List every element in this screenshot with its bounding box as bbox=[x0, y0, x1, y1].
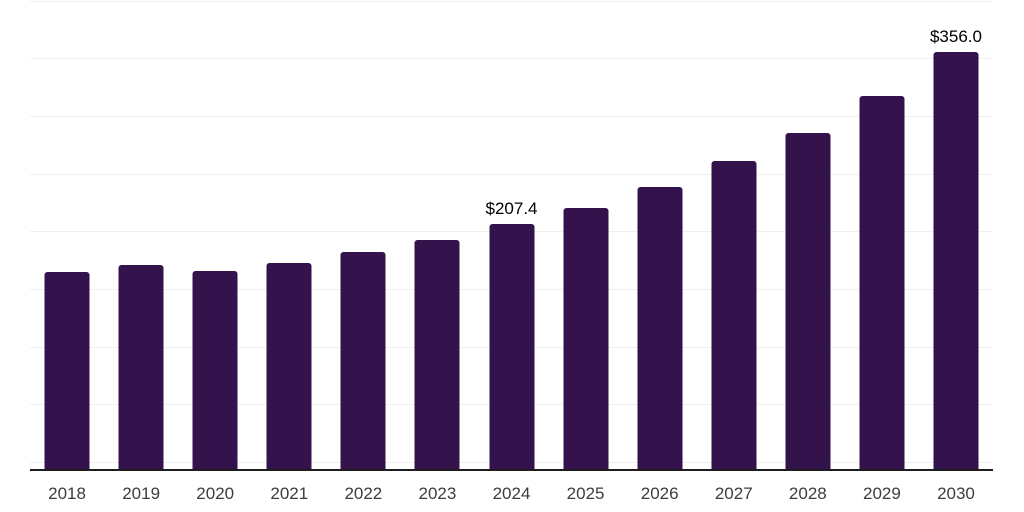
x-tick-2018: 2018 bbox=[48, 484, 86, 503]
bar-2030[interactable] bbox=[933, 52, 979, 469]
bar-slot-2024: $207.4 bbox=[474, 0, 548, 469]
bar-slot-2019 bbox=[104, 0, 178, 469]
bar-2021[interactable] bbox=[266, 262, 312, 469]
bar-slot-2030: $356.0 bbox=[919, 0, 993, 469]
x-tick-2026: 2026 bbox=[640, 484, 679, 503]
x-tick-2021: 2021 bbox=[270, 484, 309, 503]
x-tick-2020: 2020 bbox=[196, 484, 235, 503]
x-tick-2024: 2024 bbox=[492, 484, 531, 503]
bar-slot-2025 bbox=[549, 0, 623, 469]
data-label-2024: $207.4 bbox=[485, 198, 538, 218]
bar-slot-2021 bbox=[252, 0, 326, 469]
bar-2019[interactable] bbox=[118, 265, 164, 469]
data-label-2030: $356.0 bbox=[929, 27, 982, 47]
bar-2025[interactable] bbox=[563, 208, 609, 469]
bar-2024[interactable] bbox=[489, 223, 534, 469]
bar-2027[interactable] bbox=[711, 161, 757, 469]
x-tick-2029: 2029 bbox=[862, 484, 901, 503]
bar-2022[interactable] bbox=[340, 252, 386, 469]
x-tick-2030: 2030 bbox=[937, 484, 975, 503]
bar-2023[interactable] bbox=[414, 239, 460, 469]
bar-2020[interactable] bbox=[192, 271, 238, 469]
bar-2029[interactable] bbox=[859, 96, 905, 469]
bar-slot-2029 bbox=[845, 0, 919, 469]
bar-slot-2020 bbox=[178, 0, 252, 469]
x-tick-2019: 2019 bbox=[122, 484, 161, 503]
x-tick-2022: 2022 bbox=[344, 484, 383, 503]
bar-slot-2028 bbox=[771, 0, 845, 469]
x-axis-labels: 2018 2019 2020 2021 2022 2023 2024 2025 2026 2027… bbox=[30, 477, 993, 510]
bars-row: $207.4 $356.0 bbox=[30, 0, 993, 469]
x-tick-2028: 2028 bbox=[788, 484, 827, 503]
bar-2026[interactable] bbox=[637, 186, 683, 469]
bar-slot-2027 bbox=[697, 0, 771, 469]
x-tick-2023: 2023 bbox=[418, 484, 457, 503]
bar-slot-2026 bbox=[623, 0, 697, 469]
bar-slot-2018 bbox=[30, 0, 104, 469]
x-tick-2025: 2025 bbox=[566, 484, 605, 503]
x-tick-2027: 2027 bbox=[714, 484, 753, 503]
bar-2028[interactable] bbox=[785, 133, 831, 469]
bar-2018[interactable] bbox=[44, 272, 90, 469]
plot-area: $207.4 $356.0 bbox=[30, 0, 993, 471]
bar-slot-2022 bbox=[326, 0, 400, 469]
bar-slot-2023 bbox=[400, 0, 474, 469]
